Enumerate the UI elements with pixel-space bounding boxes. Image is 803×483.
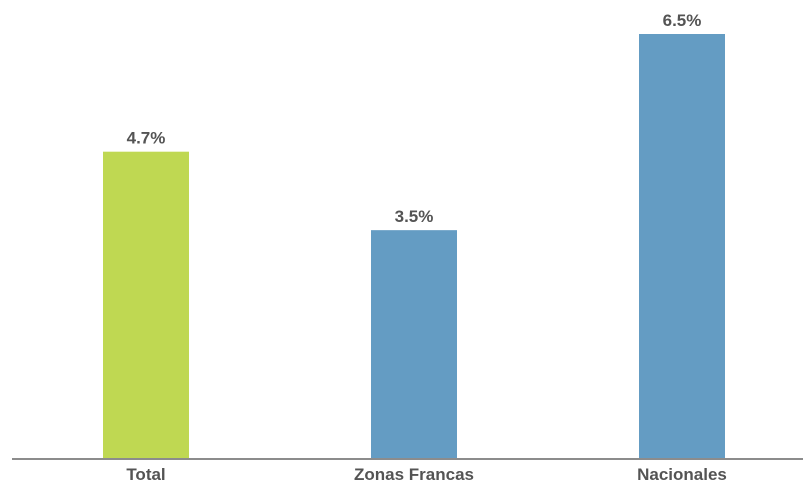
value-label: 6.5% (663, 11, 702, 30)
category-labels-group: Total Zonas Francas Nacionales (126, 465, 727, 483)
category-label: Total (126, 465, 165, 483)
category-label: Nacionales (637, 465, 727, 483)
value-label: 4.7% (127, 129, 166, 148)
value-labels-group: 4.7% 3.5% 6.5% (127, 11, 702, 226)
bars-group (103, 34, 725, 459)
value-label: 3.5% (395, 207, 434, 226)
bar-nacionales (639, 34, 725, 459)
category-label: Zonas Francas (354, 465, 474, 483)
bar-total (103, 151, 189, 459)
bar-zonas-francas (371, 230, 457, 459)
